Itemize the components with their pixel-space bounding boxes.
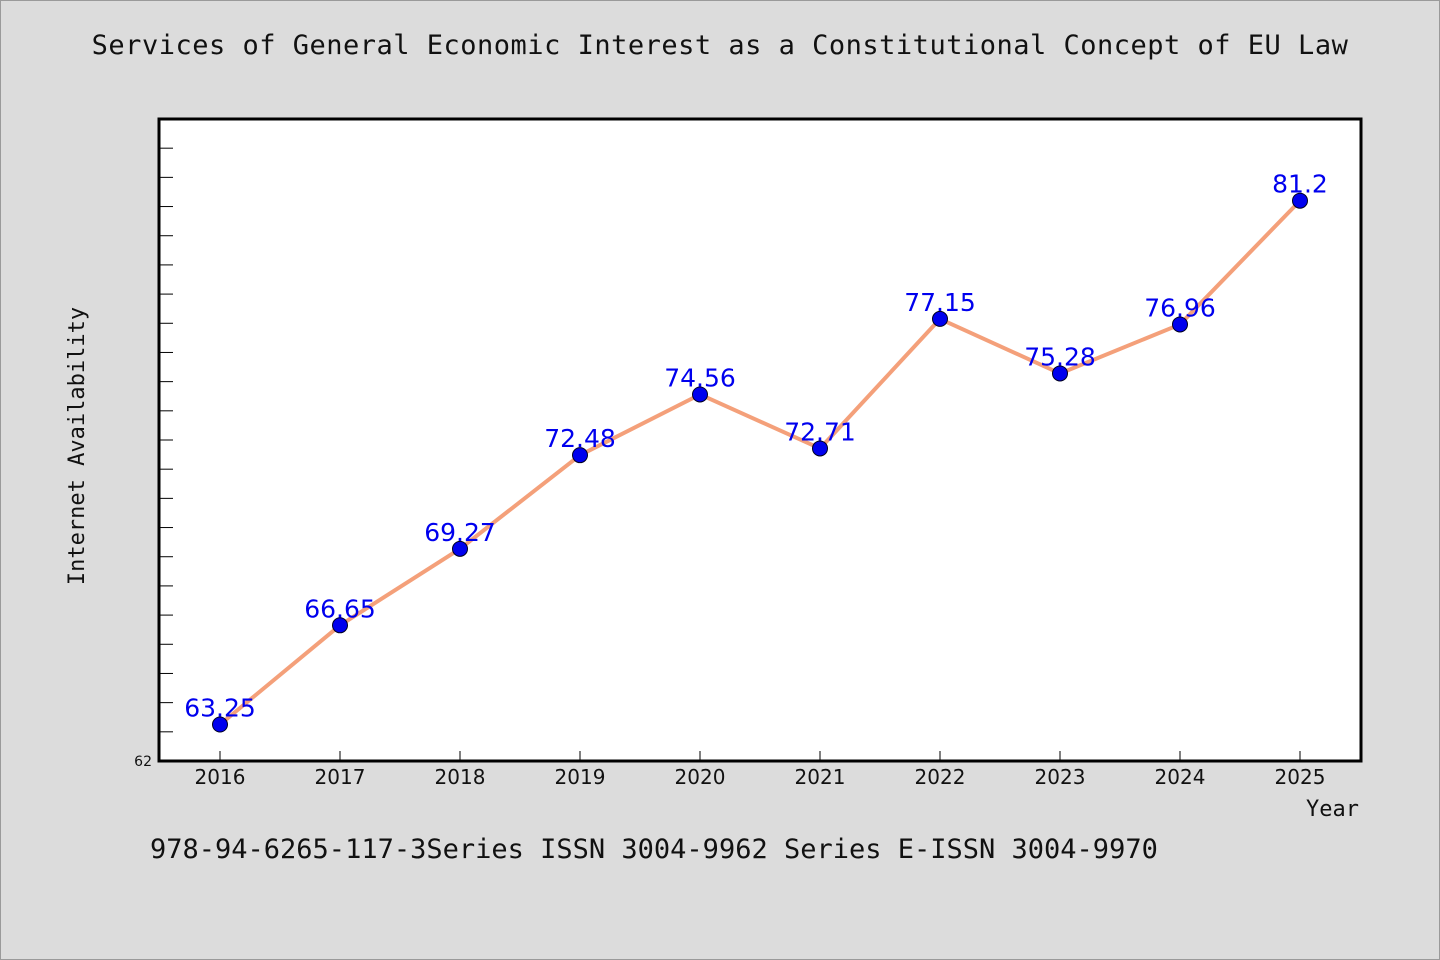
x-tick-label: 2020 (675, 765, 726, 789)
data-point (212, 716, 228, 733)
x-tick-label: 2023 (1035, 765, 1086, 789)
x-tick-label: 2024 (1155, 765, 1206, 789)
data-label: 77.15 (904, 288, 976, 317)
x-tick-label: 2016 (195, 765, 246, 789)
x-tick-label: 2019 (555, 765, 606, 789)
x-tick-label: 2017 (315, 765, 366, 789)
x-axis-title: Year (1306, 797, 1359, 822)
x-tick-label: 2025 (1275, 765, 1326, 789)
y-axis-ticks (158, 147, 173, 733)
x-tick-label: 2021 (795, 765, 846, 789)
data-label: 81.2 (1272, 170, 1328, 199)
data-label: 72.71 (784, 417, 856, 446)
isbn-issn-footer: 978-94-6265-117-3Series ISSN 3004-9962 S… (150, 834, 1158, 865)
data-label: 74.56 (664, 363, 736, 392)
x-tick-label: 2018 (435, 765, 486, 789)
x-tick-label: 2022 (915, 765, 966, 789)
data-label: 76.96 (1144, 293, 1216, 322)
data-point (1172, 316, 1188, 333)
data-label: 75.28 (1024, 342, 1096, 371)
plot-area (157, 117, 1363, 763)
data-series (212, 192, 1308, 733)
data-label: 63.25 (184, 694, 256, 723)
series-line (218, 198, 1302, 727)
data-point (692, 386, 708, 403)
data-label: 66.65 (304, 594, 376, 623)
data-point (1052, 365, 1068, 382)
y-tick-label: 62 (134, 754, 152, 770)
data-point (812, 440, 828, 457)
data-point (572, 447, 588, 464)
chart-title: Services of General Economic Interest as… (91, 30, 1349, 61)
x-axis: 2016 2017 2018 2019 2020 2021 2022 2023 2024 2025 (195, 751, 1326, 789)
data-point (932, 310, 948, 327)
data-point (452, 540, 468, 557)
data-label: 69.27 (424, 518, 496, 547)
data-point (332, 617, 348, 634)
y-axis-title: Internet Availability (65, 307, 90, 585)
data-labels: 63.25 66.65 69.27 72.48 74.56 72.71 77.15 75.28… (184, 170, 1328, 723)
data-point (1292, 192, 1308, 209)
data-label: 72.48 (544, 424, 616, 453)
